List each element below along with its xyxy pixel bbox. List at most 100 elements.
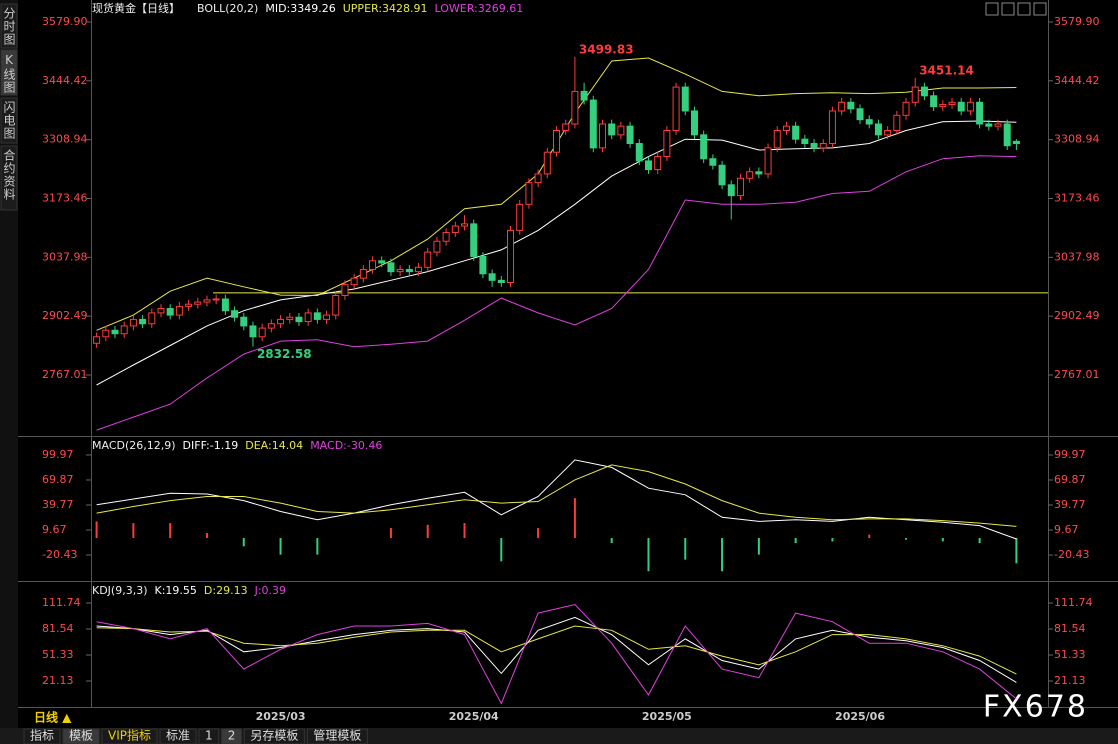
- candle-body: [976, 101, 984, 125]
- macd-bar: [721, 538, 724, 572]
- candle-body: [507, 229, 515, 283]
- candle-body: [396, 268, 404, 273]
- y-tick-label: 3173.46: [1054, 191, 1100, 204]
- sidebar-tab[interactable]: [0, 49, 18, 96]
- tab[interactable]: [306, 728, 368, 744]
- candle-body: [166, 308, 174, 316]
- candle-body: [718, 164, 726, 186]
- candle-body: [948, 101, 956, 105]
- y-tick-label: 9.67: [1054, 523, 1079, 536]
- tab-label[interactable]: VIP指标: [108, 728, 151, 743]
- macd-bar: [205, 533, 208, 539]
- indicator-name: BOLL(20,2): [197, 2, 258, 15]
- sidebar-tab[interactable]: [0, 3, 18, 49]
- macd-bar: [463, 523, 466, 539]
- tab-label[interactable]: 标准: [166, 729, 190, 743]
- candle-body: [810, 143, 818, 149]
- indicator-line: [96, 459, 1017, 540]
- macd-bar: [95, 521, 98, 539]
- y-tick-label: 3037.98: [1054, 250, 1100, 263]
- sidebar-tab[interactable]: [0, 145, 18, 211]
- candle-body: [994, 123, 1002, 127]
- y-tick-label: 21.13: [42, 674, 74, 687]
- tab[interactable]: [62, 728, 100, 744]
- macd-bar: [316, 538, 319, 555]
- tab-label[interactable]: 指标: [30, 728, 54, 743]
- candle-body: [773, 130, 781, 149]
- tab[interactable]: [198, 728, 220, 744]
- tab[interactable]: [101, 728, 158, 744]
- candle-body: [175, 305, 183, 316]
- candle-body: [571, 90, 579, 125]
- macd-bar: [684, 538, 687, 560]
- tab[interactable]: [243, 728, 305, 744]
- tab[interactable]: [221, 728, 242, 744]
- tab-label[interactable]: 1: [205, 729, 213, 743]
- sidebar-tab-label[interactable]: 闪电图: [2, 101, 16, 140]
- candle-body: [847, 101, 855, 110]
- sidebar-tab-label[interactable]: K线图: [2, 53, 16, 94]
- macd-bar: [1015, 538, 1018, 564]
- candle-body: [801, 138, 809, 145]
- candle-body: [644, 160, 652, 171]
- candle-body: [323, 314, 331, 320]
- sidebar-tab-label[interactable]: 分时图: [2, 7, 16, 46]
- candle-body: [654, 156, 662, 171]
- period-label[interactable]: 日线 ▲: [34, 710, 72, 725]
- tab[interactable]: [159, 728, 197, 744]
- icon[interactable]: [1033, 2, 1047, 16]
- icon[interactable]: [1001, 2, 1015, 16]
- candle-body: [939, 103, 947, 108]
- tab[interactable]: [23, 728, 61, 744]
- y-tick-label: 99.97: [42, 448, 74, 461]
- y-tick-label: 111.74: [42, 596, 81, 609]
- tab-label[interactable]: 2: [228, 729, 236, 743]
- tab-label[interactable]: 另存模板: [250, 729, 298, 743]
- candle-body: [617, 125, 625, 136]
- tab-label[interactable]: 管理模板: [313, 728, 361, 743]
- candle-body: [553, 130, 560, 153]
- y-tick-label: 3308.94: [42, 133, 88, 146]
- candle-body: [1003, 123, 1011, 147]
- candle-body: [516, 203, 524, 231]
- candle-body: [221, 298, 229, 312]
- candle-body: [985, 123, 993, 127]
- toolbar-icons: [985, 2, 1047, 16]
- sidebar-tab[interactable]: [0, 97, 18, 144]
- candle-body: [957, 101, 965, 112]
- y-tick-label: 3444.42: [42, 74, 88, 87]
- candle-body: [415, 266, 423, 273]
- candle-body: [129, 318, 137, 327]
- candle-body: [470, 223, 478, 257]
- candle-body: [884, 130, 892, 136]
- candle-body: [709, 158, 717, 166]
- candle-body: [856, 108, 864, 121]
- candle-body: [598, 123, 606, 149]
- candle-body: [295, 316, 303, 323]
- candle-body: [736, 177, 744, 197]
- y-tick-label: 69.87: [42, 473, 74, 486]
- legend-entry: UPPER:3428.91: [343, 2, 428, 15]
- candle-body: [497, 279, 505, 283]
- legend-entry: D:29.13: [204, 584, 248, 597]
- tab-label[interactable]: 模板: [69, 729, 93, 743]
- icon[interactable]: [985, 2, 999, 16]
- candle-body: [240, 316, 248, 327]
- candle-body: [681, 86, 689, 112]
- candle-body: [911, 86, 919, 103]
- y-tick-label: 2767.01: [1054, 368, 1100, 381]
- y-tick-label: 3173.46: [42, 191, 88, 204]
- price-annotation: 3499.83: [579, 42, 634, 56]
- macd-bar: [573, 498, 576, 539]
- candle-body: [304, 312, 312, 323]
- candle-body: [93, 336, 101, 344]
- candle-body: [442, 232, 450, 242]
- candle-body: [286, 316, 294, 320]
- candle-body: [819, 143, 827, 149]
- candle-body: [755, 171, 763, 175]
- candle-body: [543, 151, 551, 175]
- candle-body: [378, 260, 386, 264]
- sidebar-tab-label[interactable]: 合约资料: [2, 148, 16, 201]
- indicator-line: [96, 603, 1017, 705]
- icon[interactable]: [1017, 2, 1031, 16]
